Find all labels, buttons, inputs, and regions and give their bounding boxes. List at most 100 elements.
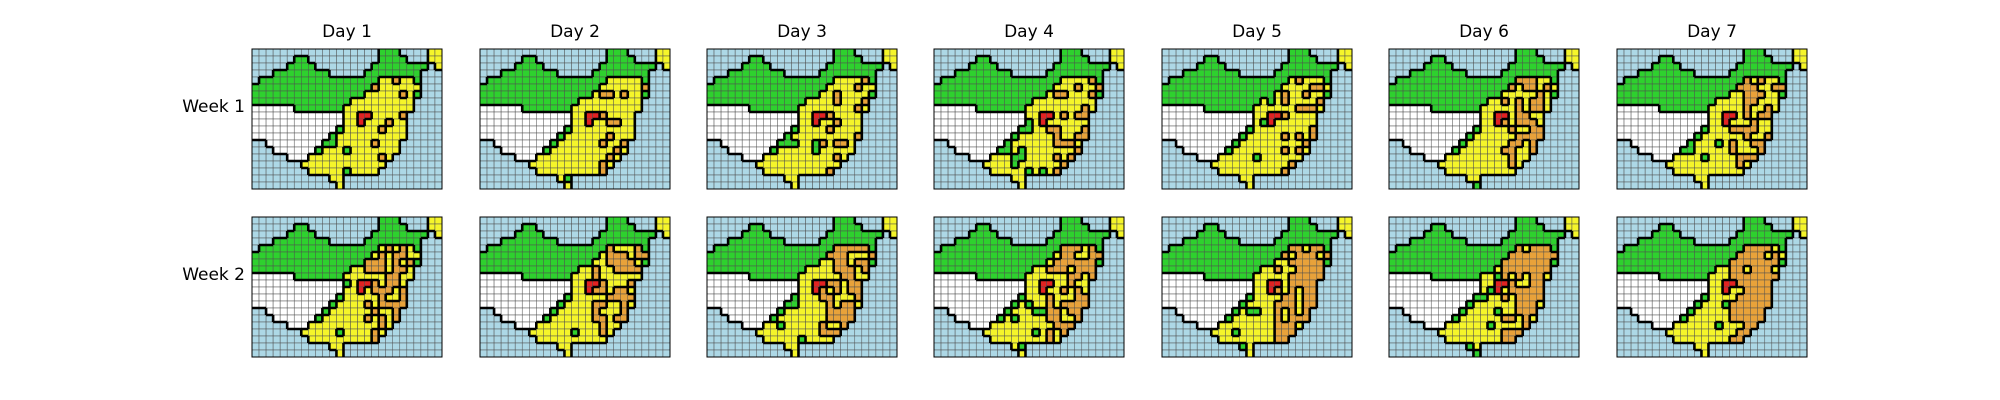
map-cell [1764,160,1773,169]
map-cell [1680,160,1688,169]
map-cell [641,286,650,295]
map-cell [1550,181,1559,190]
map-cell [1651,76,1660,85]
map-cell [322,265,330,274]
map-cell [308,48,316,57]
map-cell [727,167,736,176]
map-cell [734,174,743,183]
map-cell [1309,174,1318,183]
map-cell [550,55,558,64]
map-cell [1203,83,1212,92]
map-cell [1687,181,1695,190]
map-cell [434,76,443,85]
map-cell [336,90,344,99]
map-cell [882,104,891,113]
map-cell [315,181,323,190]
map-cell [371,237,379,246]
map-cell [420,111,429,120]
map-cell [1680,90,1688,99]
map-cell [1644,55,1653,64]
map-cell [350,139,358,148]
map-cell [434,153,443,162]
map-cell [272,258,281,267]
map-cell [308,125,316,134]
map-cell [983,174,991,183]
map-cell [564,216,572,225]
map-cell [571,307,579,316]
map-cell [847,160,856,169]
map-cell [343,48,351,57]
map-cell [357,307,365,316]
map-cell [1168,174,1177,183]
map-cell [1799,55,1808,64]
map-cell [514,279,523,288]
map-cell [882,111,891,120]
map-cell [763,90,771,99]
map-cell [550,97,558,106]
map-cell [1792,181,1801,190]
map-cell [1309,62,1318,71]
map-cell [990,118,998,127]
map-cell [606,230,614,239]
map-cell [550,349,558,358]
map-cell [1701,62,1709,71]
map-cell [599,69,607,78]
map-cell [1168,125,1177,134]
map-cell [1785,174,1794,183]
map-cell [1722,153,1730,162]
map-cell [1011,90,1019,99]
map-cell [940,111,949,120]
map-cell [1722,55,1730,64]
map-cell [1473,153,1481,162]
map-cell [875,111,884,120]
map-cell [434,139,443,148]
map-cell [427,69,436,78]
map-cell [571,230,579,239]
map-cell [1658,174,1667,183]
map-cell [1344,174,1353,183]
map-cell [812,160,820,169]
map-cell [1388,167,1397,176]
map-cell [1522,181,1530,190]
map-cell [322,251,330,260]
map-cell [889,97,898,106]
map-cell [251,335,260,344]
map-cell [1445,90,1453,99]
map-cell [315,97,323,106]
map-cell [286,237,295,246]
map-cell [947,167,956,176]
map-cell [961,76,970,85]
map-cell [1564,153,1573,162]
map-cell [286,258,295,267]
map-cell [983,125,991,134]
map-cell [861,139,870,148]
map-cell [1344,153,1353,162]
map-cell [613,104,621,113]
map-cell [543,125,551,134]
map-cell [357,139,365,148]
map-cell [1203,118,1212,127]
map-cell [1452,48,1460,57]
map-cell [727,111,736,120]
map-cell [875,153,884,162]
map-cell [392,62,401,71]
map-cell [493,181,502,190]
map-cell [308,216,316,225]
map-cell [336,97,344,106]
map-cell [1757,167,1766,176]
map-cell [1637,55,1646,64]
map-cell [1423,125,1432,134]
map-cell [1729,76,1737,85]
map-cell [1102,118,1111,127]
map-cell [720,132,729,141]
map-cell [272,90,281,99]
map-cell [706,55,715,64]
map-panel [1388,48,1580,190]
map-cell [1395,160,1404,169]
map-cell [371,160,379,169]
map-cell [847,90,856,99]
map-cell [1438,83,1446,92]
map-cell [1722,132,1730,141]
map-cell [1260,181,1268,190]
map-cell [1246,90,1254,99]
